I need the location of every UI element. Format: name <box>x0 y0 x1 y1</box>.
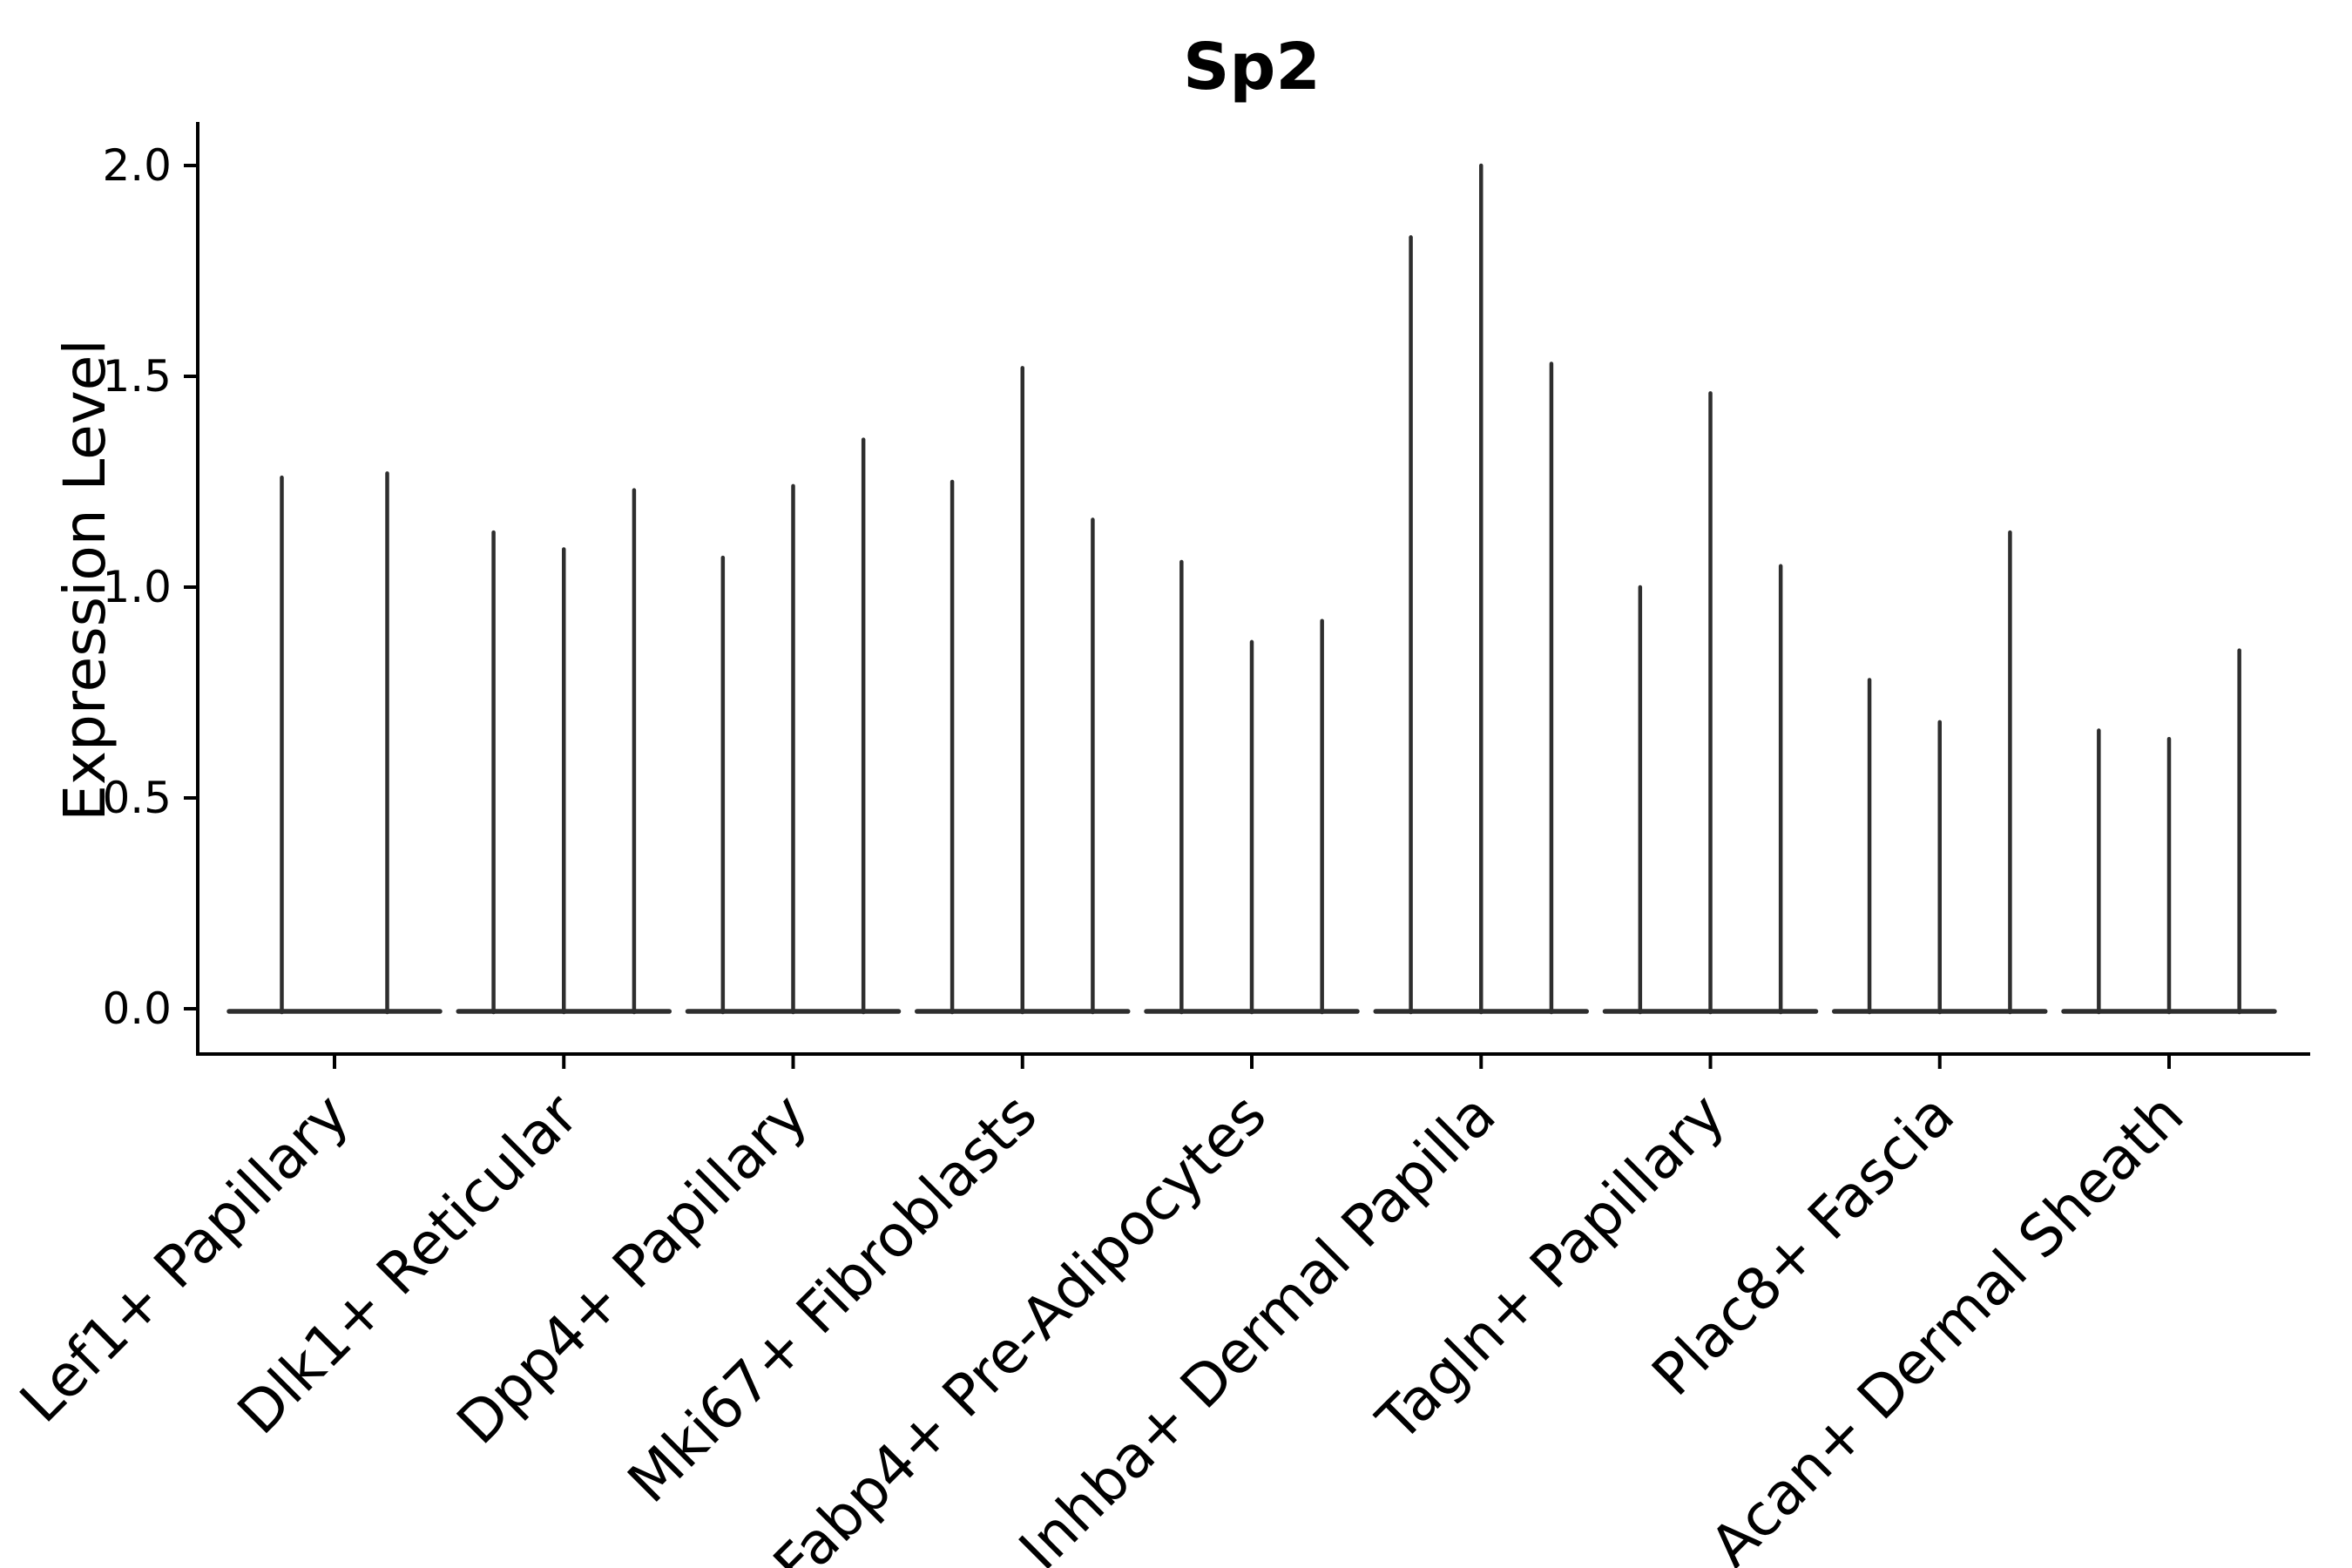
violin-group <box>1832 530 2048 1015</box>
violin-group <box>456 488 672 1015</box>
violin-group <box>1602 391 1819 1015</box>
y-tick-label: 0.0 <box>102 983 172 1034</box>
violin-group <box>1144 559 1360 1015</box>
violin-group <box>2061 648 2277 1015</box>
violin-groups <box>226 163 2277 1015</box>
violin-group <box>915 366 1131 1015</box>
chart-title: Sp2 <box>1183 30 1321 105</box>
x-tick-label: Acan+ Dermal Sheath <box>1698 1081 2197 1568</box>
x-tick-label: Mki67+ Fibroblasts <box>615 1081 1050 1516</box>
y-tick-label: 2.0 <box>102 140 172 191</box>
y-axis-label: Expression Level <box>51 339 118 821</box>
y-tick-label: 0.5 <box>102 773 172 823</box>
y-tick-label: 1.0 <box>102 562 172 612</box>
violin-group <box>685 437 902 1015</box>
y-axis-ticks: 2.0 1.5 1.0 0.5 0.0 <box>102 140 198 1034</box>
violin-group <box>1373 163 1589 1015</box>
x-axis-ticks <box>333 1054 2171 1069</box>
y-tick-label: 1.5 <box>102 351 172 402</box>
violin-group <box>226 471 443 1015</box>
